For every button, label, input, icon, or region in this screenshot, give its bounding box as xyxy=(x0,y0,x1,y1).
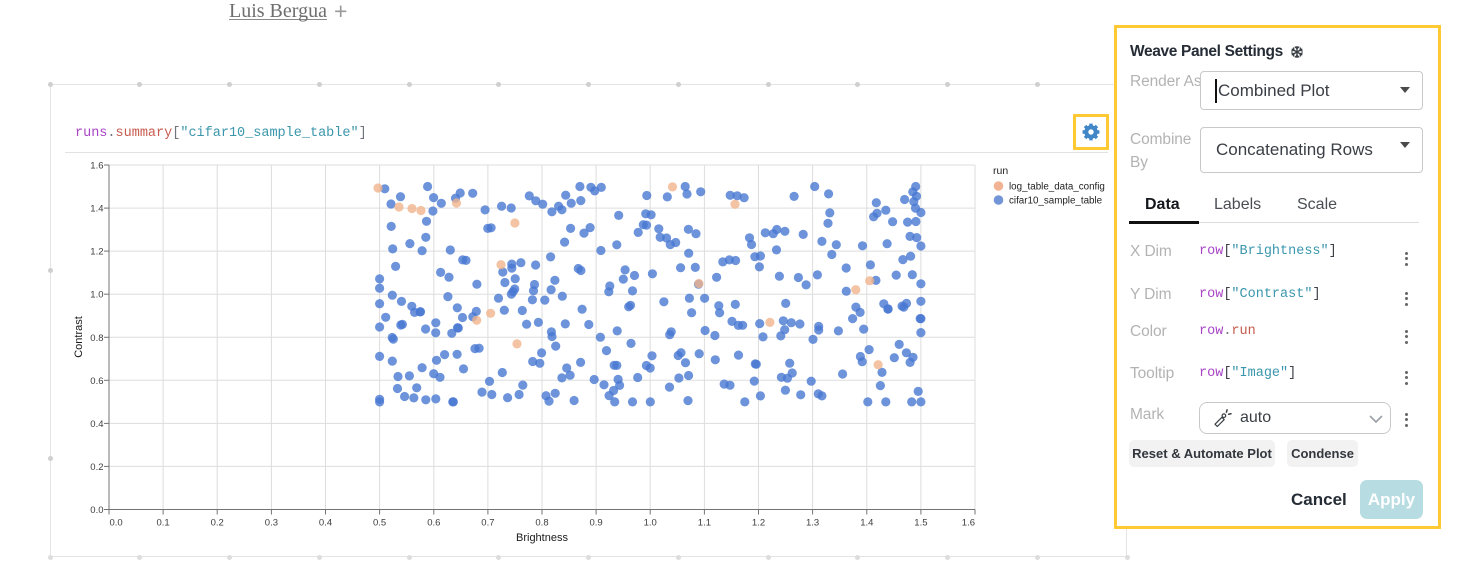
svg-text:0.5: 0.5 xyxy=(373,518,386,529)
svg-text:1.0: 1.0 xyxy=(644,518,657,529)
svg-text:0.2: 0.2 xyxy=(211,518,224,529)
svg-text:0.4: 0.4 xyxy=(319,518,332,529)
svg-text:0.3: 0.3 xyxy=(265,518,278,529)
svg-text:0.0: 0.0 xyxy=(110,518,123,529)
svg-text:0.7: 0.7 xyxy=(481,518,494,529)
svg-text:1.6: 1.6 xyxy=(90,161,103,172)
svg-text:cifar10_sample_table: cifar10_sample_table xyxy=(1009,196,1103,207)
svg-text:Contrast: Contrast xyxy=(73,316,85,358)
svg-text:0.8: 0.8 xyxy=(535,518,548,529)
svg-text:0.6: 0.6 xyxy=(427,518,440,529)
svg-text:1.5: 1.5 xyxy=(914,518,927,529)
svg-text:1.2: 1.2 xyxy=(752,518,765,529)
svg-text:0.4: 0.4 xyxy=(90,419,103,430)
svg-text:0.9: 0.9 xyxy=(589,518,602,529)
svg-text:0.6: 0.6 xyxy=(90,376,103,387)
svg-text:run: run xyxy=(993,165,1008,177)
svg-text:1.4: 1.4 xyxy=(860,518,873,529)
svg-text:1.1: 1.1 xyxy=(698,518,711,529)
svg-text:0.0: 0.0 xyxy=(90,505,103,516)
svg-text:1.6: 1.6 xyxy=(962,518,975,529)
svg-text:0.1: 0.1 xyxy=(156,518,169,529)
svg-text:0.2: 0.2 xyxy=(90,462,103,473)
svg-text:log_table_data_config: log_table_data_config xyxy=(1009,182,1105,193)
svg-text:0.8: 0.8 xyxy=(90,333,103,344)
svg-text:1.3: 1.3 xyxy=(806,518,819,529)
svg-text:1.2: 1.2 xyxy=(90,247,103,258)
svg-text:Brightness: Brightness xyxy=(516,532,568,544)
svg-text:1.0: 1.0 xyxy=(90,290,103,301)
svg-text:1.4: 1.4 xyxy=(90,204,103,215)
